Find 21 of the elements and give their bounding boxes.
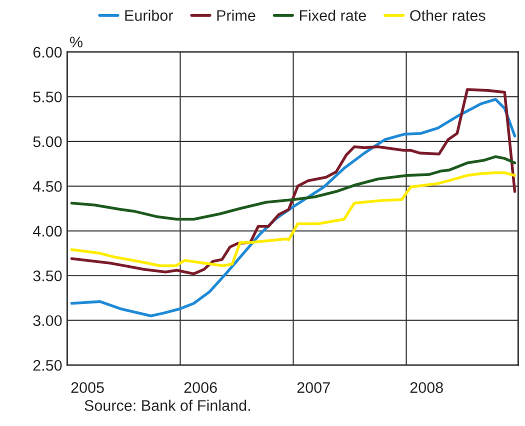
y-tick-label: 4.00 — [32, 226, 62, 237]
y-axis-title: % — [70, 36, 82, 48]
line-series — [70, 171, 516, 268]
source-note: Source: Bank of Finland. — [84, 400, 250, 411]
y-tick-label: 5.00 — [33, 136, 62, 148]
y-tick-label: 4.50 — [32, 181, 62, 192]
legend-label: Fixed rate — [300, 10, 366, 21]
x-tick-label: 2005 — [71, 382, 104, 393]
legend-label: Prime — [217, 10, 256, 21]
line-series — [70, 88, 516, 276]
x-tick-label: 2007 — [297, 382, 330, 393]
y-tick-label: 3.50 — [33, 270, 62, 282]
x-tick-label: 2006 — [184, 382, 217, 393]
y-tick-label: 5.50 — [33, 92, 62, 102]
y-tick-label: 2.50 — [33, 360, 62, 371]
legend-label: Other rates — [410, 10, 486, 21]
y-tick-label: 6.00 — [33, 46, 62, 58]
line-series — [70, 155, 516, 221]
x-tick-label: 2008 — [410, 382, 443, 393]
y-tick-label: 3.00 — [33, 315, 62, 326]
legend-label: Euribor — [125, 10, 173, 21]
